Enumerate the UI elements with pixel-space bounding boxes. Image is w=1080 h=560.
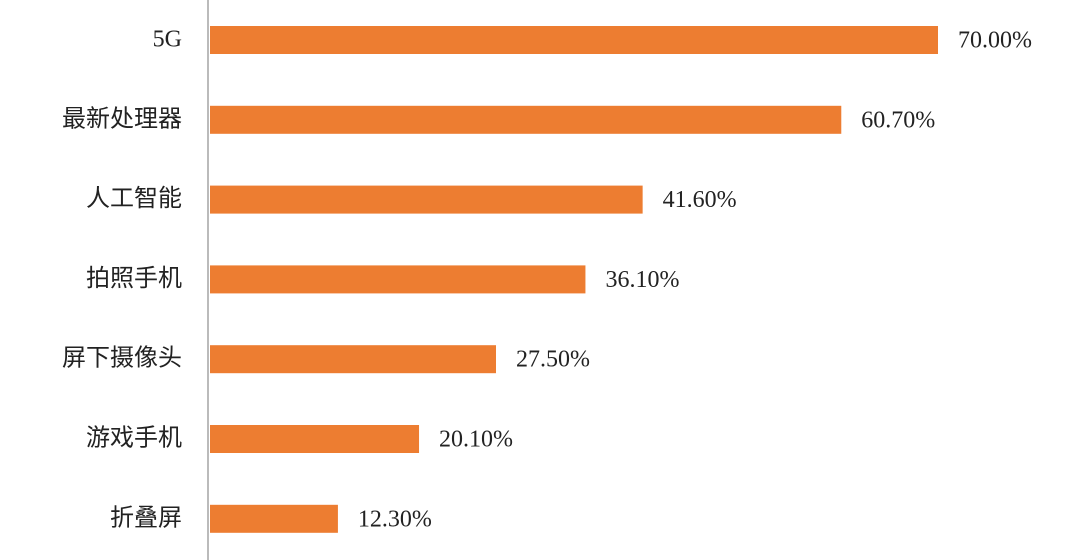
y-tick-label: 5G <box>153 27 182 53</box>
y-tick-label: 拍照手机 <box>86 265 182 292</box>
bar <box>210 105 842 134</box>
value-label: 27.50% <box>516 347 590 373</box>
value-label: 20.10% <box>439 427 513 453</box>
y-tick-label: 人工智能 <box>86 185 182 212</box>
value-label: 70.00% <box>958 28 1032 54</box>
bar <box>210 425 420 453</box>
value-label: 41.60% <box>663 187 737 213</box>
bar <box>210 26 938 54</box>
value-label: 60.70% <box>861 107 935 133</box>
y-tick-label: 屏下摄像头 <box>62 345 182 372</box>
bar <box>210 345 496 374</box>
bar <box>210 504 338 533</box>
bar <box>210 265 586 294</box>
y-tick-label: 最新处理器 <box>62 105 182 132</box>
y-tick-label: 游戏手机 <box>86 425 182 452</box>
bar <box>210 185 643 214</box>
value-label: 12.30% <box>358 506 432 532</box>
y-tick-label: 折叠屏 <box>110 504 182 531</box>
value-label: 36.10% <box>605 267 679 293</box>
